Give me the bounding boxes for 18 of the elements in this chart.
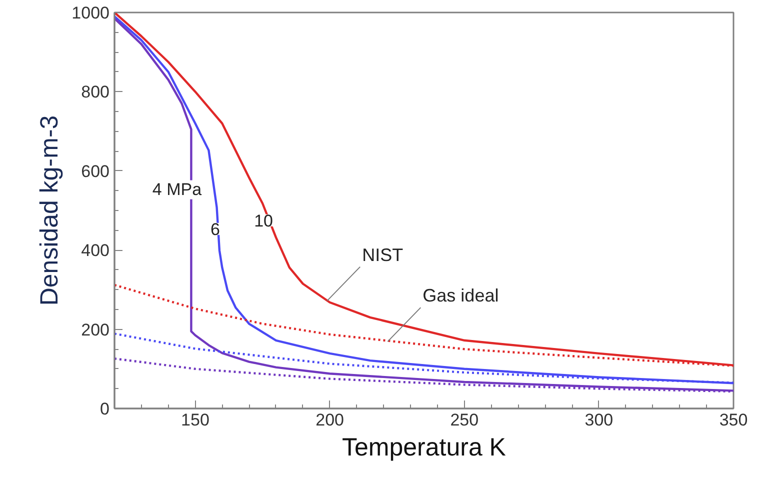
y-axis-title: Densidad kg-m-3 — [36, 115, 64, 306]
series-label: 6 — [210, 220, 220, 239]
y-tick-label: 1000 — [72, 4, 110, 22]
x-axis-title: Temperatura K — [342, 434, 506, 462]
y-tick-label: 400 — [81, 241, 110, 260]
x-tick-label: 150 — [181, 410, 210, 430]
annotation: NIST — [362, 244, 404, 265]
y-tick-label: 600 — [81, 162, 110, 181]
x-tick-label: 250 — [450, 410, 479, 430]
y-tick-label: 0 — [100, 400, 110, 418]
series-label: 10 — [254, 211, 274, 230]
x-tick-label: 350 — [719, 410, 748, 430]
series-label: 4 MPa — [152, 180, 202, 200]
x-tick-label: 300 — [584, 410, 614, 430]
annotation: Gas ideal — [422, 286, 499, 306]
y-tick-label: 200 — [81, 320, 110, 340]
x-tick-label: 200 — [316, 410, 344, 430]
y-tick-label: 800 — [81, 82, 110, 102]
